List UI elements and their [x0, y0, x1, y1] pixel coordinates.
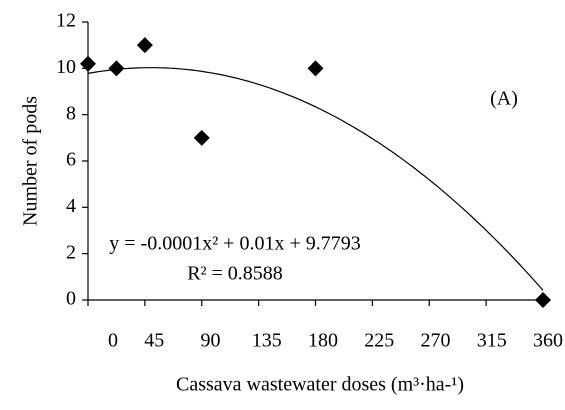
- y-tick-label: 4: [66, 195, 76, 217]
- trendline-equation: y = -0.0001x² + 0.01x + 9.7793: [109, 233, 361, 255]
- x-tick-label: 315: [477, 330, 507, 352]
- x-tick-label: 90: [201, 330, 221, 352]
- point: [136, 37, 153, 54]
- x-tick-label: 225: [364, 330, 394, 352]
- y-tick-label: 12: [56, 10, 76, 32]
- trendline: [87, 67, 544, 291]
- x-tick-label: 45: [144, 330, 164, 352]
- x-tick-label: 270: [421, 330, 451, 352]
- y-axis-title: Number of pods: [20, 96, 42, 226]
- x-tick-label: 135: [252, 330, 282, 352]
- point: [193, 129, 210, 146]
- r-squared: R² = 0.8588: [187, 263, 283, 285]
- y-tick-label: 10: [56, 56, 76, 78]
- y-tick-label: 2: [66, 241, 76, 263]
- point: [108, 60, 125, 77]
- point: [307, 60, 324, 77]
- y-tick-label: 0: [66, 288, 76, 310]
- y-tick-label: 8: [66, 102, 76, 124]
- annotation: (A): [490, 88, 518, 110]
- x-tick-label: 360: [533, 330, 563, 352]
- x-tick-label: 0: [108, 330, 118, 352]
- point: [535, 292, 551, 308]
- point: [80, 55, 96, 72]
- x-axis-title: Cassava wastewater doses (m³·ha-¹): [176, 374, 464, 396]
- y-tick-label: 6: [66, 149, 76, 171]
- x-tick-label: 180: [308, 330, 338, 352]
